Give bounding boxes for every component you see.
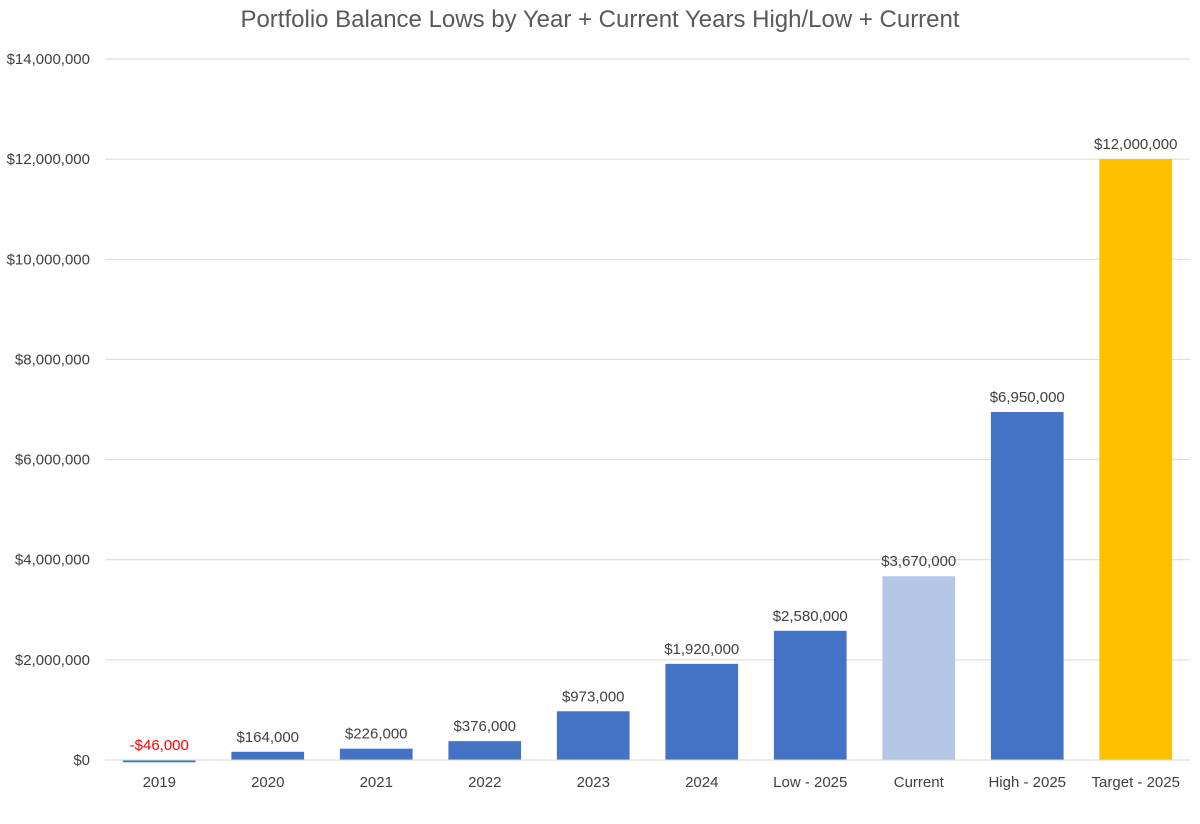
data-label: $3,670,000 <box>881 553 956 570</box>
x-tick-label: 2021 <box>360 774 393 791</box>
x-tick-label: Low - 2025 <box>773 774 847 791</box>
y-axis-tick-labels: $0 $2,000,000 $4,000,000 $6,000,000 $8,000,0… <box>7 51 90 769</box>
x-tick-label: 2023 <box>577 774 610 791</box>
data-label: $226,000 <box>345 726 408 743</box>
data-label: $1,920,000 <box>664 641 739 658</box>
chart-title: Portfolio Balance Lows by Year + Current… <box>240 6 960 33</box>
bar <box>339 748 413 760</box>
x-tick-label: Current <box>894 774 945 791</box>
y-tick-label: $8,000,000 <box>15 351 90 368</box>
gridlines <box>105 58 1190 661</box>
y-tick-label: $12,000,000 <box>7 151 90 168</box>
bar <box>556 711 630 760</box>
y-tick-label: $10,000,000 <box>7 251 90 268</box>
bars <box>122 159 1173 763</box>
data-labels: -$46,000 $164,000 $226,000 $376,000 $973,000… <box>130 136 1178 754</box>
data-label: $12,000,000 <box>1094 136 1177 153</box>
x-tick-label: High - 2025 <box>988 774 1066 791</box>
bar <box>665 663 739 760</box>
x-axis-tick-labels: 2019 2020 2021 2022 2023 2024 Low - 2025 Curren… <box>143 774 1180 791</box>
bar <box>231 751 305 760</box>
data-label: -$46,000 <box>130 737 189 754</box>
data-label: $164,000 <box>236 729 299 746</box>
bar <box>882 576 956 760</box>
x-tick-label: 2020 <box>251 774 284 791</box>
y-tick-label: $2,000,000 <box>15 652 90 669</box>
y-tick-label: $6,000,000 <box>15 452 90 469</box>
data-label: $6,950,000 <box>990 389 1065 406</box>
data-label: $973,000 <box>562 688 625 705</box>
x-tick-label: Target - 2025 <box>1092 774 1180 791</box>
bar <box>990 412 1064 760</box>
data-label: $376,000 <box>453 718 516 735</box>
x-tick-label: 2022 <box>468 774 501 791</box>
x-tick-label: 2024 <box>685 774 718 791</box>
x-tick-label: 2019 <box>143 774 176 791</box>
y-tick-label: $4,000,000 <box>15 552 90 569</box>
y-tick-label: $14,000,000 <box>7 51 90 68</box>
bar <box>448 741 522 760</box>
bar <box>773 630 847 760</box>
bar <box>122 760 196 763</box>
y-tick-label: $0 <box>73 752 90 769</box>
bar <box>1099 159 1173 761</box>
data-label: $2,580,000 <box>773 608 848 625</box>
